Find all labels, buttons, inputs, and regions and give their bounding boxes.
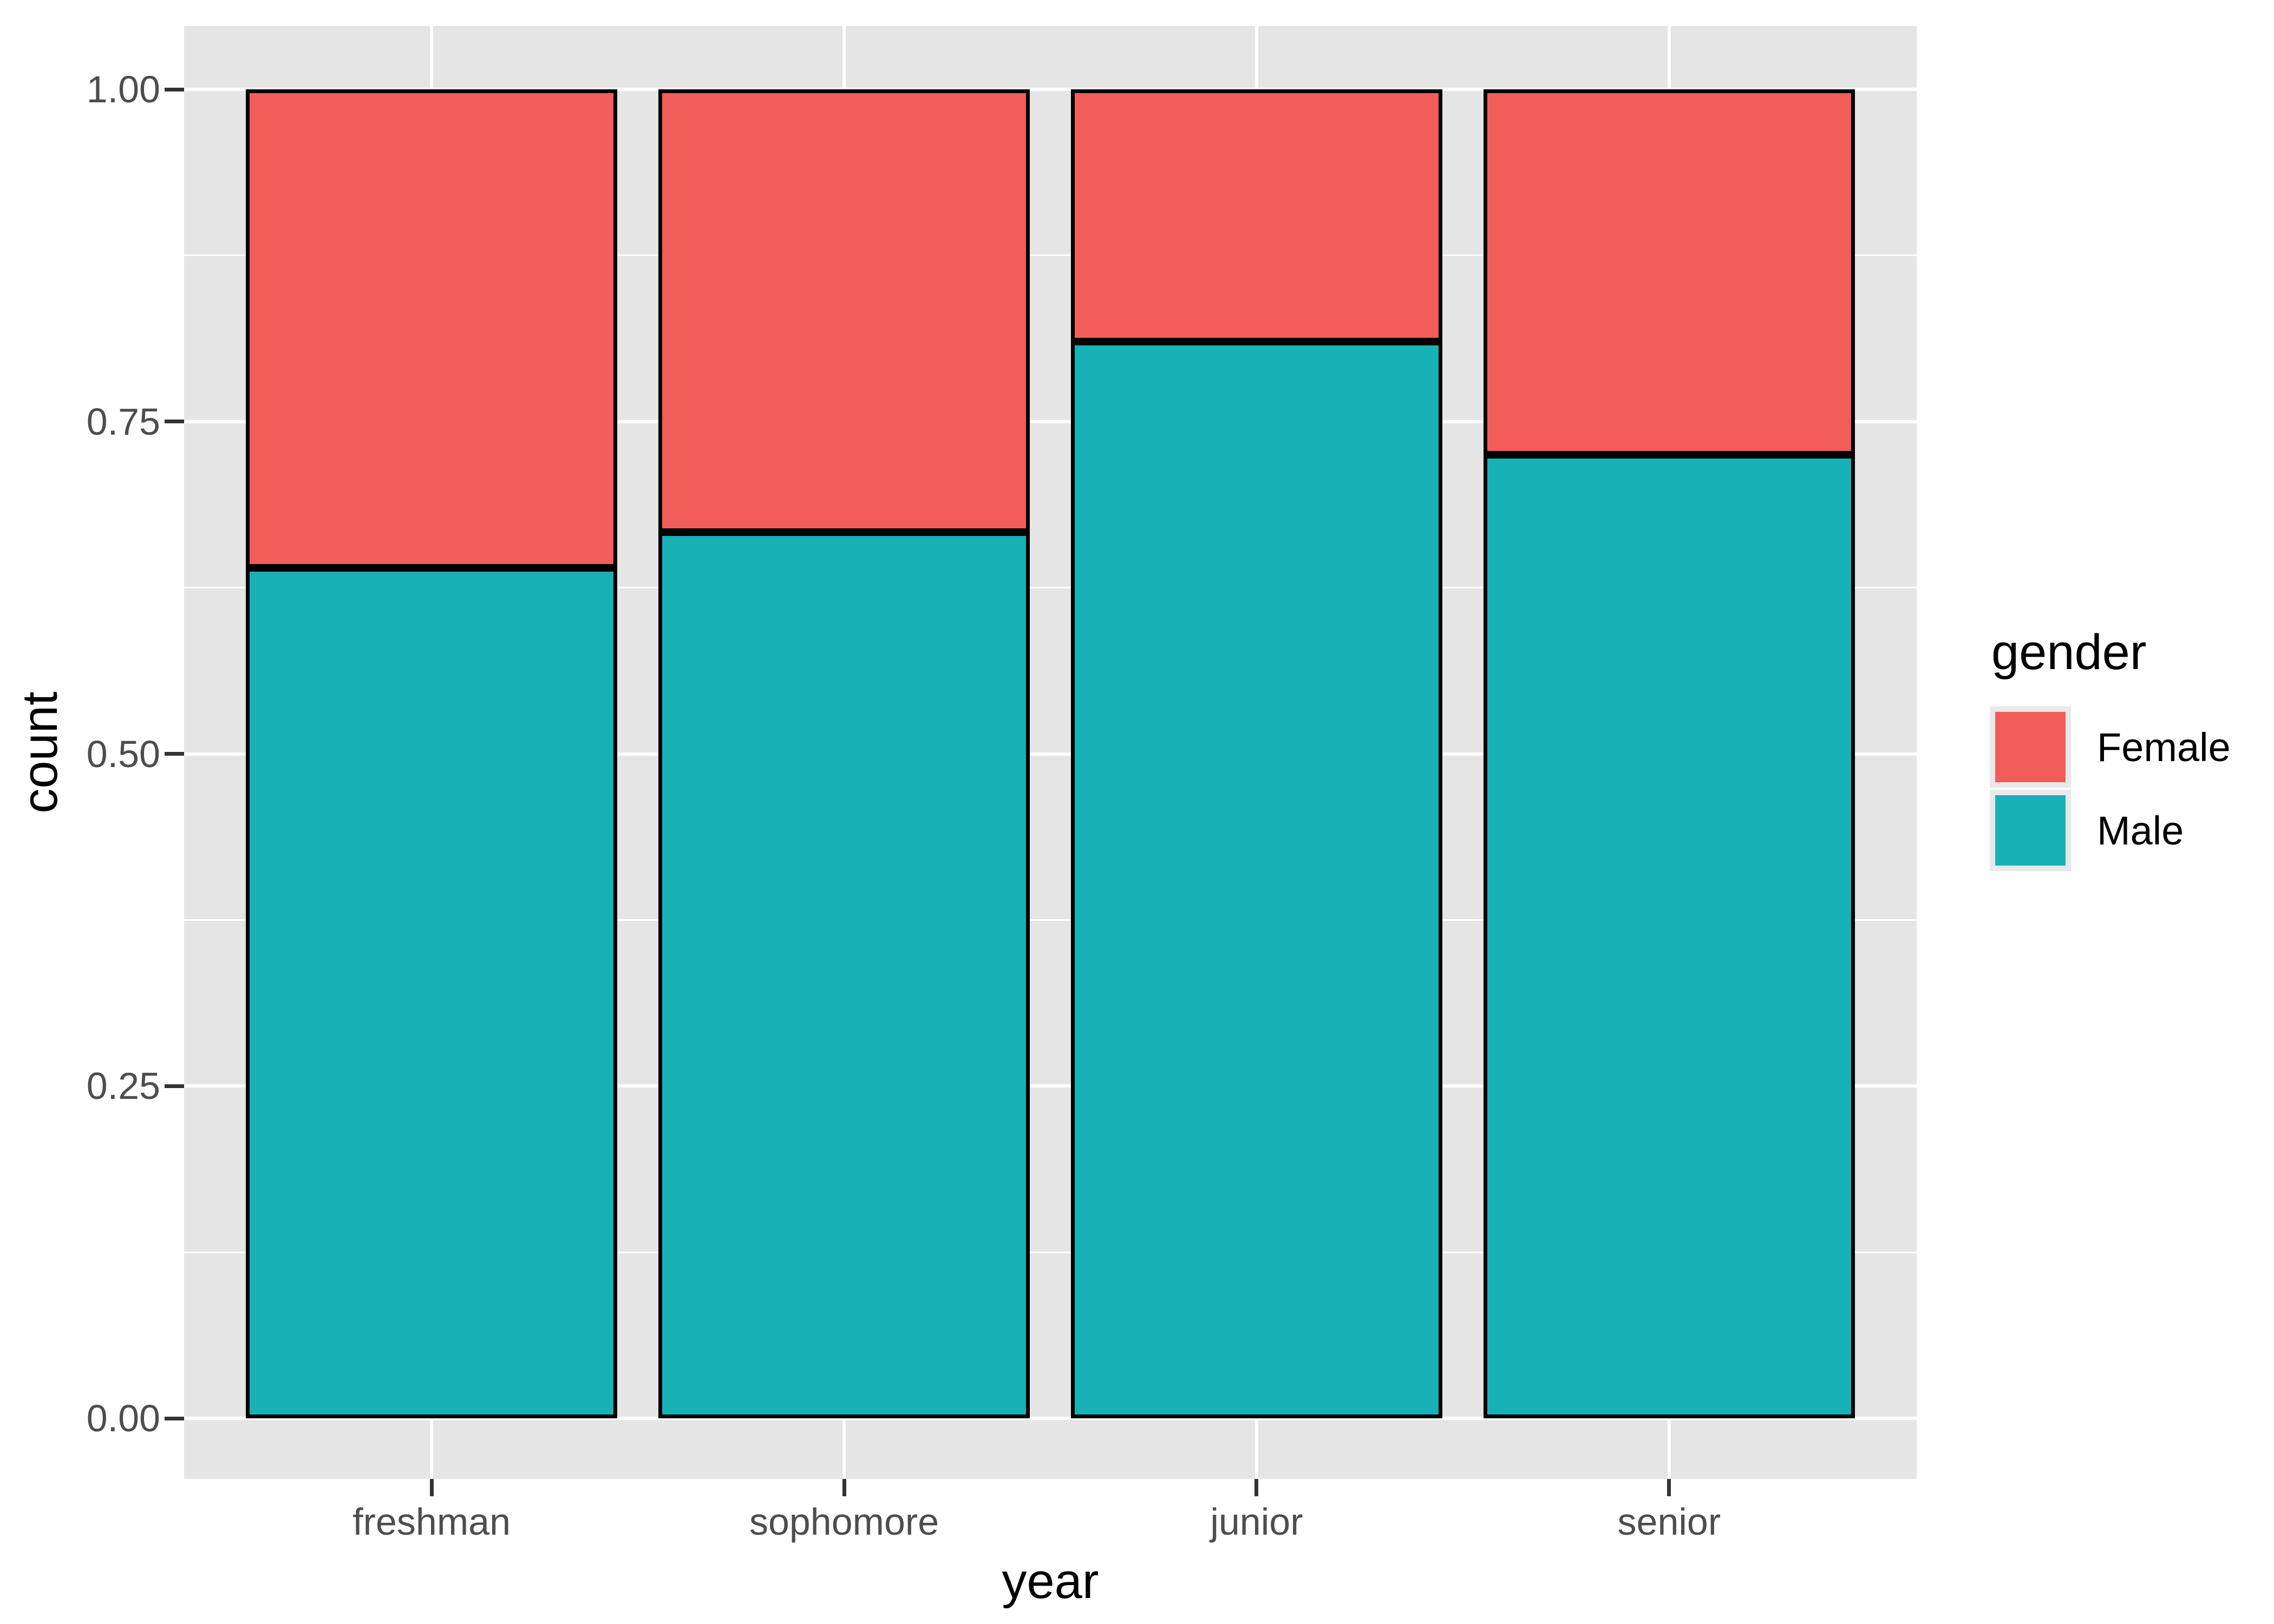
y-tick-label: 0.50 — [86, 732, 160, 775]
bar-segment-female-junior — [1071, 89, 1442, 342]
bar-segment-male-sophomore — [658, 532, 1030, 1418]
y-tick-label: 1.00 — [86, 68, 160, 110]
legend-title: gender — [1991, 625, 2147, 680]
gridline-major — [184, 88, 1917, 91]
gridline-major — [184, 752, 1917, 756]
x-tick-label: senior — [1617, 1501, 1721, 1543]
gridline-major — [184, 420, 1917, 423]
bar-segment-female-freshman — [246, 89, 617, 568]
bar-segment-male-freshman — [246, 567, 617, 1418]
legend-key-female — [1990, 706, 2071, 788]
legend-items: Female Male — [1976, 706, 2269, 871]
y-tick-label: 0.00 — [86, 1397, 160, 1439]
legend: gender Female Male — [1976, 623, 2269, 873]
x-tick-mark — [842, 1479, 846, 1496]
gridline-minor — [184, 919, 1917, 921]
x-tick-label: freshman — [352, 1501, 511, 1543]
legend-swatch-female — [1995, 712, 2066, 782]
gridline-minor — [184, 1251, 1917, 1253]
x-tick-mark — [1667, 1479, 1671, 1496]
legend-key-male — [1990, 790, 2071, 871]
y-tick-mark — [165, 420, 184, 424]
plot-panel — [184, 26, 1917, 1479]
bar-segment-male-senior — [1484, 455, 1855, 1418]
x-tick-mark — [429, 1479, 434, 1496]
bar-segment-female-senior — [1484, 89, 1855, 455]
x-tick-label: junior — [1210, 1501, 1303, 1543]
gridline-major — [184, 1084, 1917, 1088]
legend-label-male: Male — [2097, 808, 2184, 853]
bar-segment-male-junior — [1071, 342, 1442, 1418]
y-tick-mark — [165, 752, 184, 756]
x-axis-title: year — [1002, 1554, 1099, 1609]
legend-row-male: Male — [1990, 790, 2269, 871]
y-tick-label: 0.25 — [86, 1065, 160, 1108]
y-tick-mark — [165, 1084, 184, 1088]
legend-label-female: Female — [2097, 724, 2231, 770]
gridline-minor — [184, 254, 1917, 257]
x-tick-label: sophomore — [749, 1501, 939, 1543]
x-tick-mark — [1254, 1479, 1259, 1496]
legend-row-female: Female — [1990, 706, 2269, 788]
gridline-minor — [184, 587, 1917, 589]
y-tick-mark — [165, 1416, 184, 1420]
gridline-major — [184, 1417, 1917, 1420]
y-tick-mark — [165, 87, 184, 91]
bar-segment-female-sophomore — [658, 89, 1030, 532]
legend-swatch-male — [1995, 795, 2066, 866]
y-tick-label: 0.75 — [86, 400, 160, 443]
